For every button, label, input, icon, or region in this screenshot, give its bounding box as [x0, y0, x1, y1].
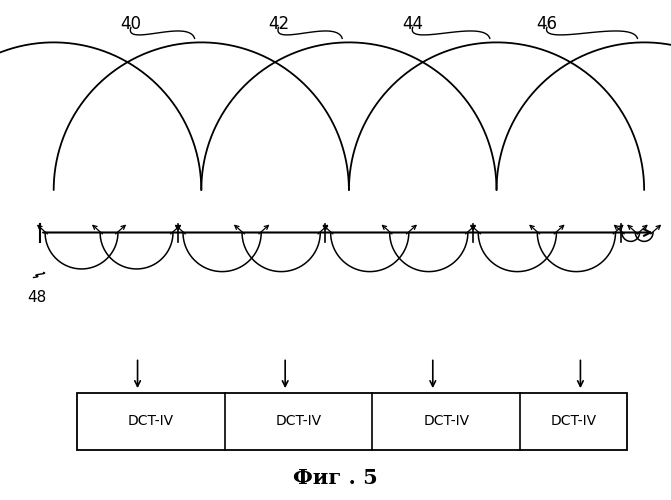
Text: 42: 42 [268, 15, 289, 33]
Text: Фиг . 5: Фиг . 5 [293, 468, 378, 487]
Text: DCT-IV: DCT-IV [423, 414, 469, 428]
Text: 48: 48 [27, 290, 46, 305]
Text: DCT-IV: DCT-IV [551, 414, 597, 428]
Text: 40: 40 [120, 15, 142, 33]
Text: 46: 46 [536, 15, 558, 33]
Text: DCT-IV: DCT-IV [128, 414, 174, 428]
Text: DCT-IV: DCT-IV [276, 414, 321, 428]
Text: 44: 44 [402, 15, 423, 33]
FancyBboxPatch shape [77, 392, 627, 450]
